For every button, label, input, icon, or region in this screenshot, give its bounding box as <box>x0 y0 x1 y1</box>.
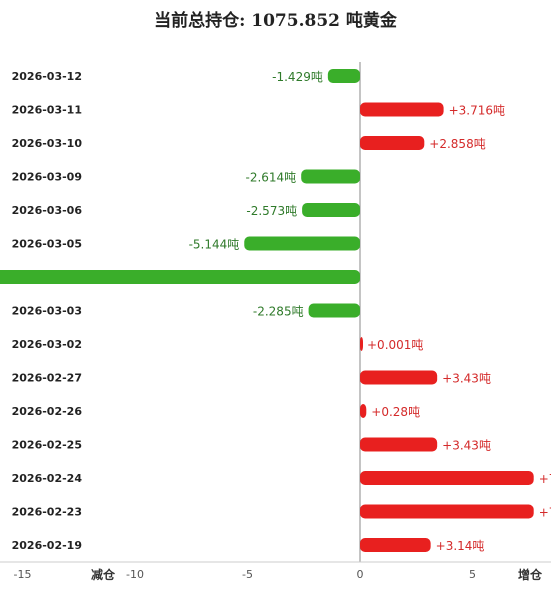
decrease-bar <box>301 169 360 184</box>
x-tick-label: -5 <box>242 568 253 581</box>
value-label: +3.14吨 <box>436 539 485 553</box>
category-label: 2026-03-09 <box>12 171 82 184</box>
value-label: -2.573吨 <box>246 204 297 218</box>
value-label: +3.716吨 <box>449 104 505 118</box>
decrease-bar <box>0 270 360 284</box>
value-label: -2.614吨 <box>245 171 296 185</box>
value-label: +7.72吨 <box>539 506 551 520</box>
x-tick-label: 5 <box>469 568 476 581</box>
value-label: -5.144吨 <box>189 238 240 252</box>
increase-bar <box>360 471 534 485</box>
value-label: +3.43吨 <box>442 372 491 386</box>
value-label: +3.43吨 <box>442 439 491 453</box>
increase-bar <box>360 136 425 150</box>
value-label: +2.858吨 <box>429 137 485 151</box>
increase-bar <box>360 404 367 418</box>
category-label: 2026-02-19 <box>12 539 82 552</box>
category-label: 2026-02-27 <box>12 372 82 385</box>
increase-bar <box>360 102 444 117</box>
value-label: +7.72吨 <box>539 472 551 486</box>
category-label: 2026-02-25 <box>12 439 82 452</box>
value-label: -2.285吨 <box>253 305 304 319</box>
category-label: 2026-03-06 <box>12 204 83 217</box>
x-tick-label: 0 <box>357 568 364 581</box>
axis-label-decrease: 减仓 <box>91 567 116 582</box>
increase-bar <box>360 337 363 351</box>
increase-bar <box>360 437 438 452</box>
value-label: +0.001吨 <box>367 338 423 352</box>
category-label: 2026-03-11 <box>12 104 82 117</box>
increase-bar <box>360 504 534 519</box>
category-label: 2026-03-03 <box>12 305 82 318</box>
decrease-bar <box>308 303 360 318</box>
decrease-bar <box>327 69 360 83</box>
increase-bar <box>360 370 438 385</box>
category-label: 2026-03-12 <box>12 70 82 83</box>
category-label: 2026-03-10 <box>12 137 83 150</box>
decrease-bar <box>244 236 360 251</box>
decrease-bar <box>302 203 360 217</box>
category-label: 2026-03-05 <box>12 238 82 251</box>
increase-bar <box>360 538 431 552</box>
category-label: 2026-03-02 <box>12 338 82 351</box>
axis-label-increase: 增仓 <box>518 567 543 582</box>
category-label: 2026-02-23 <box>12 506 82 519</box>
value-label: +0.28吨 <box>371 405 420 419</box>
x-tick-label: -10 <box>126 568 144 581</box>
category-label: 2026-02-26 <box>12 405 83 418</box>
chart-title: 当前总持仓: 1075.852 吨黄金 <box>154 11 397 31</box>
value-label: -1.429吨 <box>272 70 323 84</box>
x-tick-label: -15 <box>14 568 32 581</box>
category-label: 2026-02-24 <box>12 472 83 485</box>
